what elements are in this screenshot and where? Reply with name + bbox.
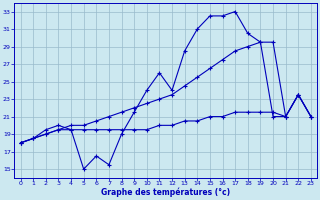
X-axis label: Graphe des températures (°c): Graphe des températures (°c)	[101, 188, 230, 197]
